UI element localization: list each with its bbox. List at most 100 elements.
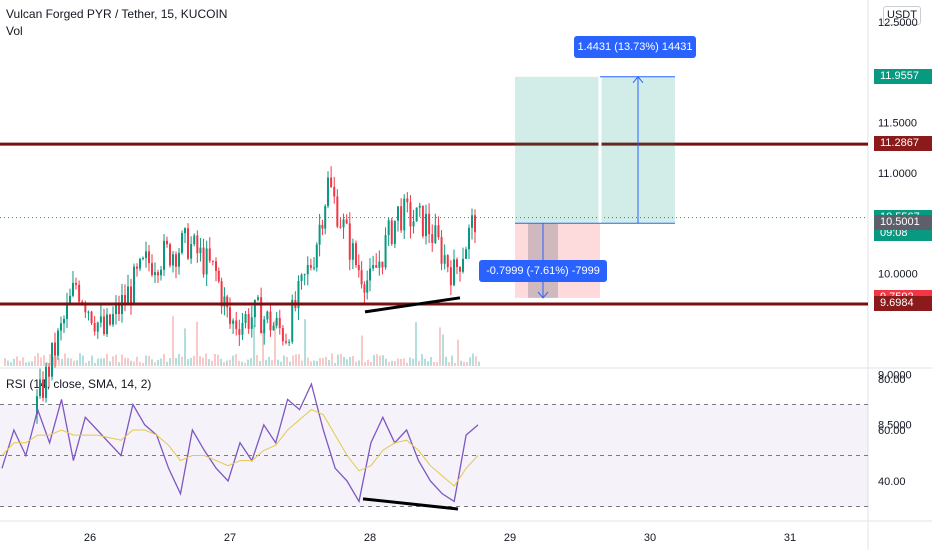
- candle-body: [421, 205, 424, 237]
- candle-body: [69, 295, 71, 303]
- candle-body: [54, 342, 56, 356]
- candle-body: [324, 205, 327, 229]
- candle-body: [169, 244, 171, 266]
- volume-bar: [190, 357, 192, 366]
- candle-body: [357, 265, 360, 271]
- volume-bar: [445, 356, 447, 366]
- volume-bar: [127, 358, 129, 366]
- candle-body: [342, 219, 345, 228]
- volume-bar: [424, 358, 426, 366]
- volume-bar: [82, 355, 84, 366]
- volume-bar: [397, 358, 399, 366]
- candle-body: [330, 177, 333, 187]
- volume-bar: [364, 362, 366, 366]
- volume-bar: [478, 361, 480, 366]
- volume-bar: [238, 360, 240, 366]
- candle-body: [372, 265, 375, 269]
- candle-body: [384, 235, 387, 268]
- candle-body: [348, 223, 351, 260]
- candle-body: [468, 227, 470, 250]
- price-label-support: 9.6984: [874, 296, 932, 311]
- volume-bar: [298, 354, 300, 366]
- candle-body: [250, 317, 253, 329]
- volume-bar: [277, 359, 279, 366]
- candle-body: [363, 284, 366, 293]
- profit-arrow: [632, 76, 644, 84]
- candle-body: [223, 296, 226, 307]
- volume-bar: [388, 361, 390, 366]
- volume-bar: [265, 359, 267, 366]
- volume-bar: [28, 361, 30, 366]
- candle-body: [339, 226, 342, 228]
- volume-bar: [325, 356, 327, 366]
- volume-bar: [391, 360, 393, 366]
- candle-body: [327, 177, 329, 206]
- candle-body: [241, 322, 244, 335]
- volume-bar: [421, 353, 423, 366]
- candle-body: [275, 317, 278, 326]
- candle-body: [360, 270, 363, 285]
- volume-bar: [25, 362, 27, 366]
- candle-body: [285, 341, 287, 343]
- candle-body: [51, 342, 53, 377]
- volume-bar: [7, 360, 9, 366]
- rsi-trendline: [362, 497, 459, 511]
- candle-body: [90, 311, 93, 324]
- candle-body: [145, 251, 147, 259]
- volume-bar: [199, 356, 201, 366]
- volume-bar: [292, 355, 294, 366]
- volume-bar: [334, 362, 336, 366]
- volume-bar: [175, 358, 177, 366]
- volume-bar: [115, 354, 117, 366]
- candle-body: [390, 220, 393, 245]
- volume-bar: [343, 356, 345, 366]
- volume-bar: [169, 358, 171, 366]
- volume-bar: [109, 361, 111, 366]
- volume-bar: [250, 358, 252, 366]
- candle-body: [456, 259, 458, 267]
- candle-body: [220, 281, 223, 307]
- candle-body: [109, 314, 111, 325]
- volume-bar: [19, 360, 21, 366]
- volume-bar: [418, 360, 420, 366]
- candle-body: [106, 314, 108, 335]
- time-tick-label: 29: [504, 532, 516, 544]
- volume-bar: [58, 358, 60, 366]
- volume-bar: [466, 362, 468, 366]
- candle-body: [48, 366, 50, 377]
- candle-body: [96, 322, 99, 332]
- volume-bar: [382, 355, 384, 366]
- candle-body: [449, 267, 452, 286]
- volume-bar: [448, 362, 450, 366]
- currency-button[interactable]: USDT: [883, 6, 921, 25]
- volume-bar: [331, 353, 333, 366]
- volume-bar: [4, 358, 6, 366]
- candle-body: [415, 207, 418, 222]
- volume-bar: [370, 361, 372, 366]
- volume-bar: [430, 357, 432, 366]
- volume-bar: [154, 362, 156, 366]
- volume-bar: [436, 362, 438, 366]
- volume-bar: [91, 355, 93, 366]
- volume-bar: [286, 356, 288, 366]
- volume-bar: [67, 358, 69, 366]
- volume-bar: [130, 360, 132, 366]
- volume-bar: [121, 354, 123, 366]
- candle-body: [199, 247, 202, 254]
- volume-bar: [271, 360, 273, 366]
- candle-body: [157, 272, 159, 276]
- volume-bar: [142, 362, 144, 366]
- volume-bar: [178, 353, 180, 366]
- candle-body: [387, 220, 390, 236]
- volume-bar: [232, 355, 234, 366]
- volume-bar: [205, 353, 207, 366]
- volume-bar: [253, 324, 255, 366]
- candle-body: [235, 320, 238, 330]
- volume-bar: [73, 360, 75, 366]
- time-tick-label: 28: [364, 532, 376, 544]
- candle-body: [175, 254, 177, 267]
- volume-bar: [118, 362, 120, 366]
- volume-bar: [46, 362, 48, 366]
- volume-bar: [40, 357, 42, 366]
